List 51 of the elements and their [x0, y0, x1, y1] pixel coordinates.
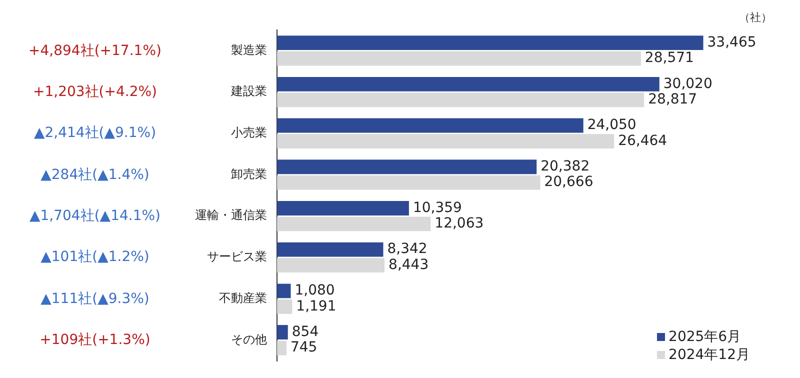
data-label: 12,063	[434, 216, 484, 232]
bar	[277, 118, 584, 133]
data-label: 26,464	[618, 132, 668, 149]
data-label: 854	[292, 324, 319, 340]
y-tick-label: 建設業	[230, 84, 267, 98]
text: ▲2,414社(▲9.1%)	[34, 124, 156, 142]
text: （社）	[739, 10, 772, 25]
bar	[277, 340, 286, 356]
text: ▲284社(▲1.4%)	[40, 166, 150, 184]
bar	[277, 216, 431, 232]
bar	[277, 175, 540, 190]
text: ▲1,704社(▲14.1%)	[29, 207, 161, 226]
y-tick-label: 運輸・通信業	[195, 208, 267, 222]
bar	[277, 258, 385, 273]
bar	[277, 36, 704, 50]
data-label: 24,050	[587, 117, 636, 134]
data-label: 28,817	[648, 92, 698, 108]
data-label: 33,465	[707, 34, 756, 50]
bar	[277, 51, 641, 66]
bar	[277, 325, 288, 340]
data-label: 745	[290, 340, 318, 356]
bar	[277, 134, 614, 148]
legend-label: 2025年6月	[668, 328, 742, 346]
y-tick-label: サービス業	[207, 250, 267, 264]
bar	[277, 200, 409, 216]
data-label: 1,191	[296, 298, 336, 314]
y-tick-label: その他	[231, 332, 267, 346]
data-label: 28,571	[644, 50, 694, 66]
legend-label: 2024年12月	[668, 346, 750, 364]
bar	[277, 299, 292, 314]
text: ▲101社(▲1.2%)	[40, 248, 150, 266]
text: +109社(+1.3%)	[40, 331, 150, 350]
data-label: 20,382	[540, 158, 590, 175]
bar	[277, 160, 537, 174]
bar	[277, 76, 660, 92]
y-tick-label: 不動産業	[219, 290, 267, 305]
data-label: 30,020	[663, 76, 712, 92]
data-label: 1,080	[294, 282, 335, 299]
text: ▲111社(▲9.3%)	[40, 290, 150, 308]
data-label: 20,666	[544, 174, 594, 190]
data-label: 8,342	[387, 241, 428, 258]
bar	[277, 92, 644, 108]
data-label: 10,359	[412, 200, 462, 216]
bar	[277, 242, 384, 257]
y-tick-label: 卸売業	[231, 166, 267, 181]
bar	[277, 284, 291, 298]
text: +1,203社(+4.2%)	[32, 83, 158, 102]
text: +4,894社(+17.1%)	[28, 42, 162, 60]
y-tick-label: 小売業	[231, 126, 267, 140]
data-label: 8,443	[388, 256, 429, 273]
y-tick-label: 製造業	[231, 42, 267, 57]
